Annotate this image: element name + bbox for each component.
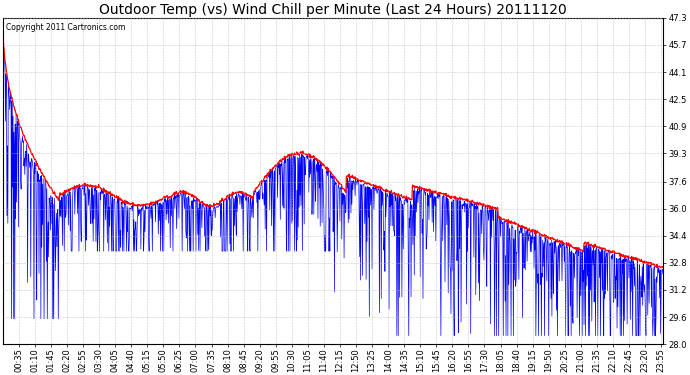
Text: Copyright 2011 Cartronics.com: Copyright 2011 Cartronics.com [6, 23, 126, 32]
Title: Outdoor Temp (vs) Wind Chill per Minute (Last 24 Hours) 20111120: Outdoor Temp (vs) Wind Chill per Minute … [99, 3, 566, 17]
